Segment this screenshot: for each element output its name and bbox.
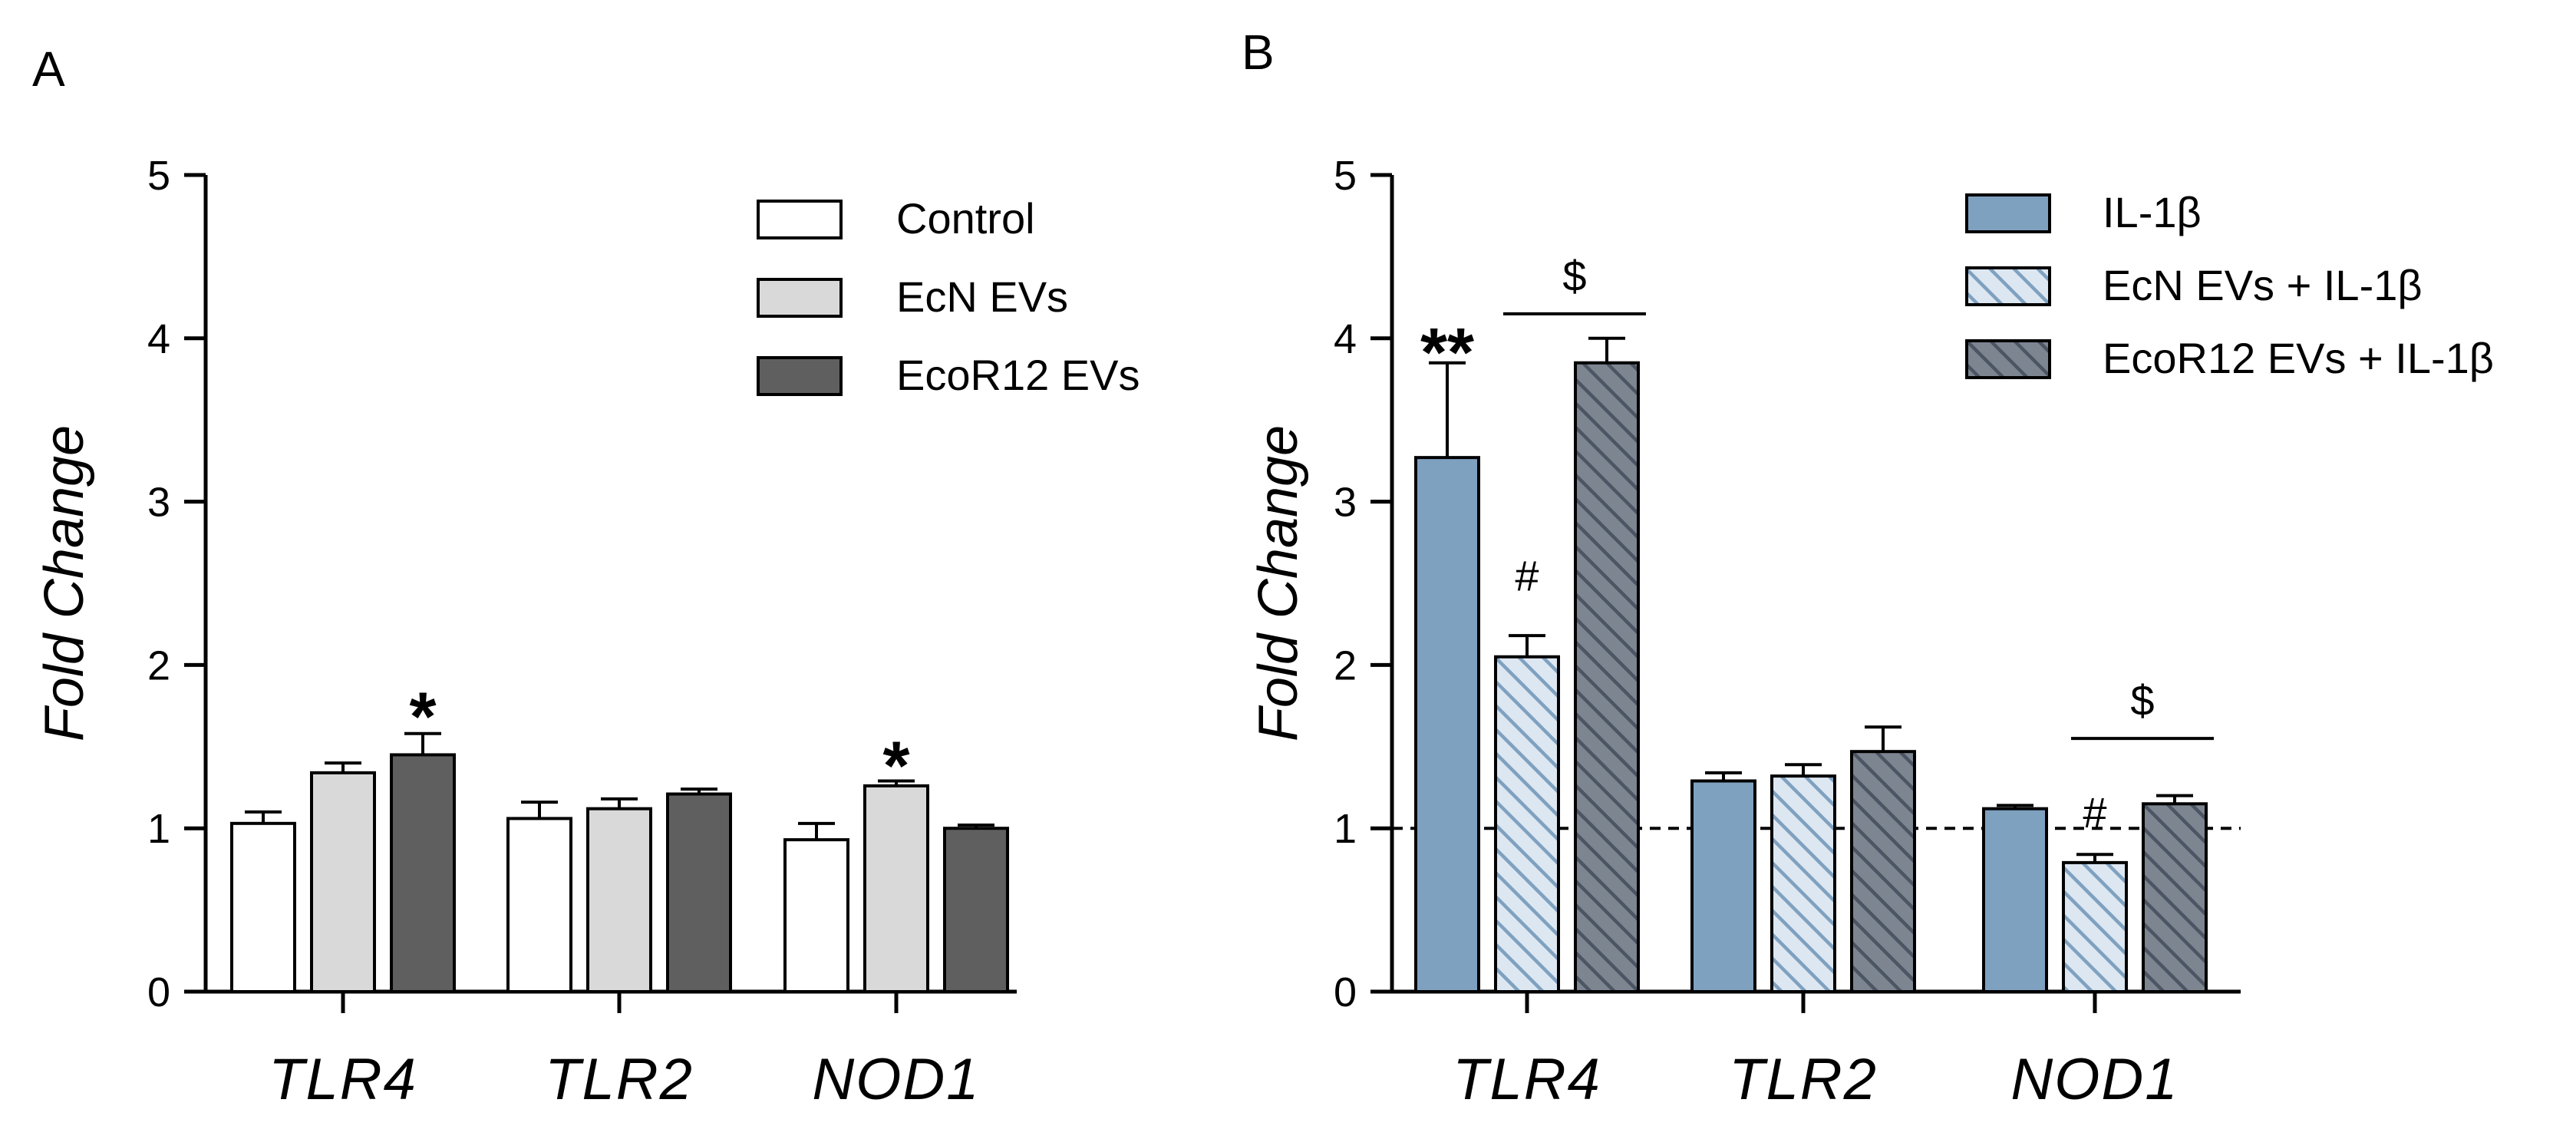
bar [1770, 774, 1836, 993]
bar [1494, 655, 1560, 993]
y-tick-label: 2 [1334, 642, 1357, 688]
bar [783, 838, 849, 993]
x-tick-label: TLR4 [269, 1047, 417, 1112]
x-tick-label: NOD1 [2010, 1047, 2179, 1112]
bar [1850, 750, 1916, 994]
y-tick-label: 1 [1334, 806, 1357, 852]
bar [1414, 456, 1480, 993]
x-tick-label: TLR2 [1729, 1047, 1878, 1112]
y-tick-label: 0 [147, 969, 170, 1015]
significance-marker: * [409, 679, 436, 756]
y-tick-label: 5 [147, 153, 170, 199]
legend-label: EcN EVs + IL-1β [2103, 261, 2423, 309]
bar [943, 827, 1009, 993]
x-tick-label: NOD1 [812, 1047, 980, 1112]
legend-swatch [1965, 266, 2051, 306]
significance-marker: # [2083, 788, 2106, 837]
bar [230, 821, 296, 994]
bar [586, 807, 652, 993]
panel-label-b: B [1242, 25, 1275, 80]
y-axis-label: Fold Change [1248, 425, 1309, 741]
bracket-label: $ [2130, 676, 2154, 725]
y-tick-label: 5 [1334, 153, 1357, 199]
bar [2062, 860, 2128, 993]
bar [2142, 802, 2208, 994]
y-tick-label: 4 [147, 316, 170, 362]
legend-swatch [757, 200, 843, 239]
bar [390, 753, 456, 993]
legend-swatch [757, 278, 843, 318]
y-tick-label: 0 [1334, 969, 1357, 1015]
x-tick-label: TLR4 [1453, 1047, 1601, 1112]
legend-label: Control [896, 194, 1035, 243]
legend-label: EcoR12 EVs + IL-1β [2103, 334, 2494, 382]
bar [1690, 779, 1756, 993]
significance-marker: # [1515, 551, 1539, 599]
significance-marker: ** [1420, 315, 1474, 391]
y-tick-label: 3 [1334, 480, 1357, 526]
legend-swatch [757, 356, 843, 396]
panel-b-chart: 0 1 2 3 4 5 Fold Change TLR4 TLR2 NOD1 ** # # $ $ IL-1β… [1248, 153, 2494, 1112]
panel-label-a: A [32, 41, 65, 97]
legend-swatch [1965, 339, 2051, 379]
y-tick-label: 2 [147, 642, 170, 688]
y-tick-label: 3 [147, 480, 170, 526]
legend-label: EcN EVs [896, 272, 1068, 321]
bracket-label: $ [1562, 252, 1586, 300]
y-tick-label: 4 [1334, 316, 1357, 362]
bar [506, 817, 572, 993]
legend-swatch [1965, 193, 2051, 233]
y-tick-label: 1 [147, 806, 170, 852]
panel-a-chart: 0 1 2 3 4 5 Fold Change TLR4 TLR2 NOD1 * * Control Ec… [34, 153, 1140, 1112]
legend-label: IL-1β [2103, 188, 2202, 236]
y-axis-label: Fold Change [34, 425, 95, 741]
bar [863, 784, 929, 993]
legend-label: EcoR12 EVs [896, 351, 1140, 399]
significance-marker: * [882, 728, 909, 805]
bar [1574, 361, 1640, 994]
bar [310, 771, 376, 994]
bar [666, 792, 732, 993]
bar [1982, 807, 2048, 993]
x-tick-label: TLR2 [545, 1047, 694, 1112]
